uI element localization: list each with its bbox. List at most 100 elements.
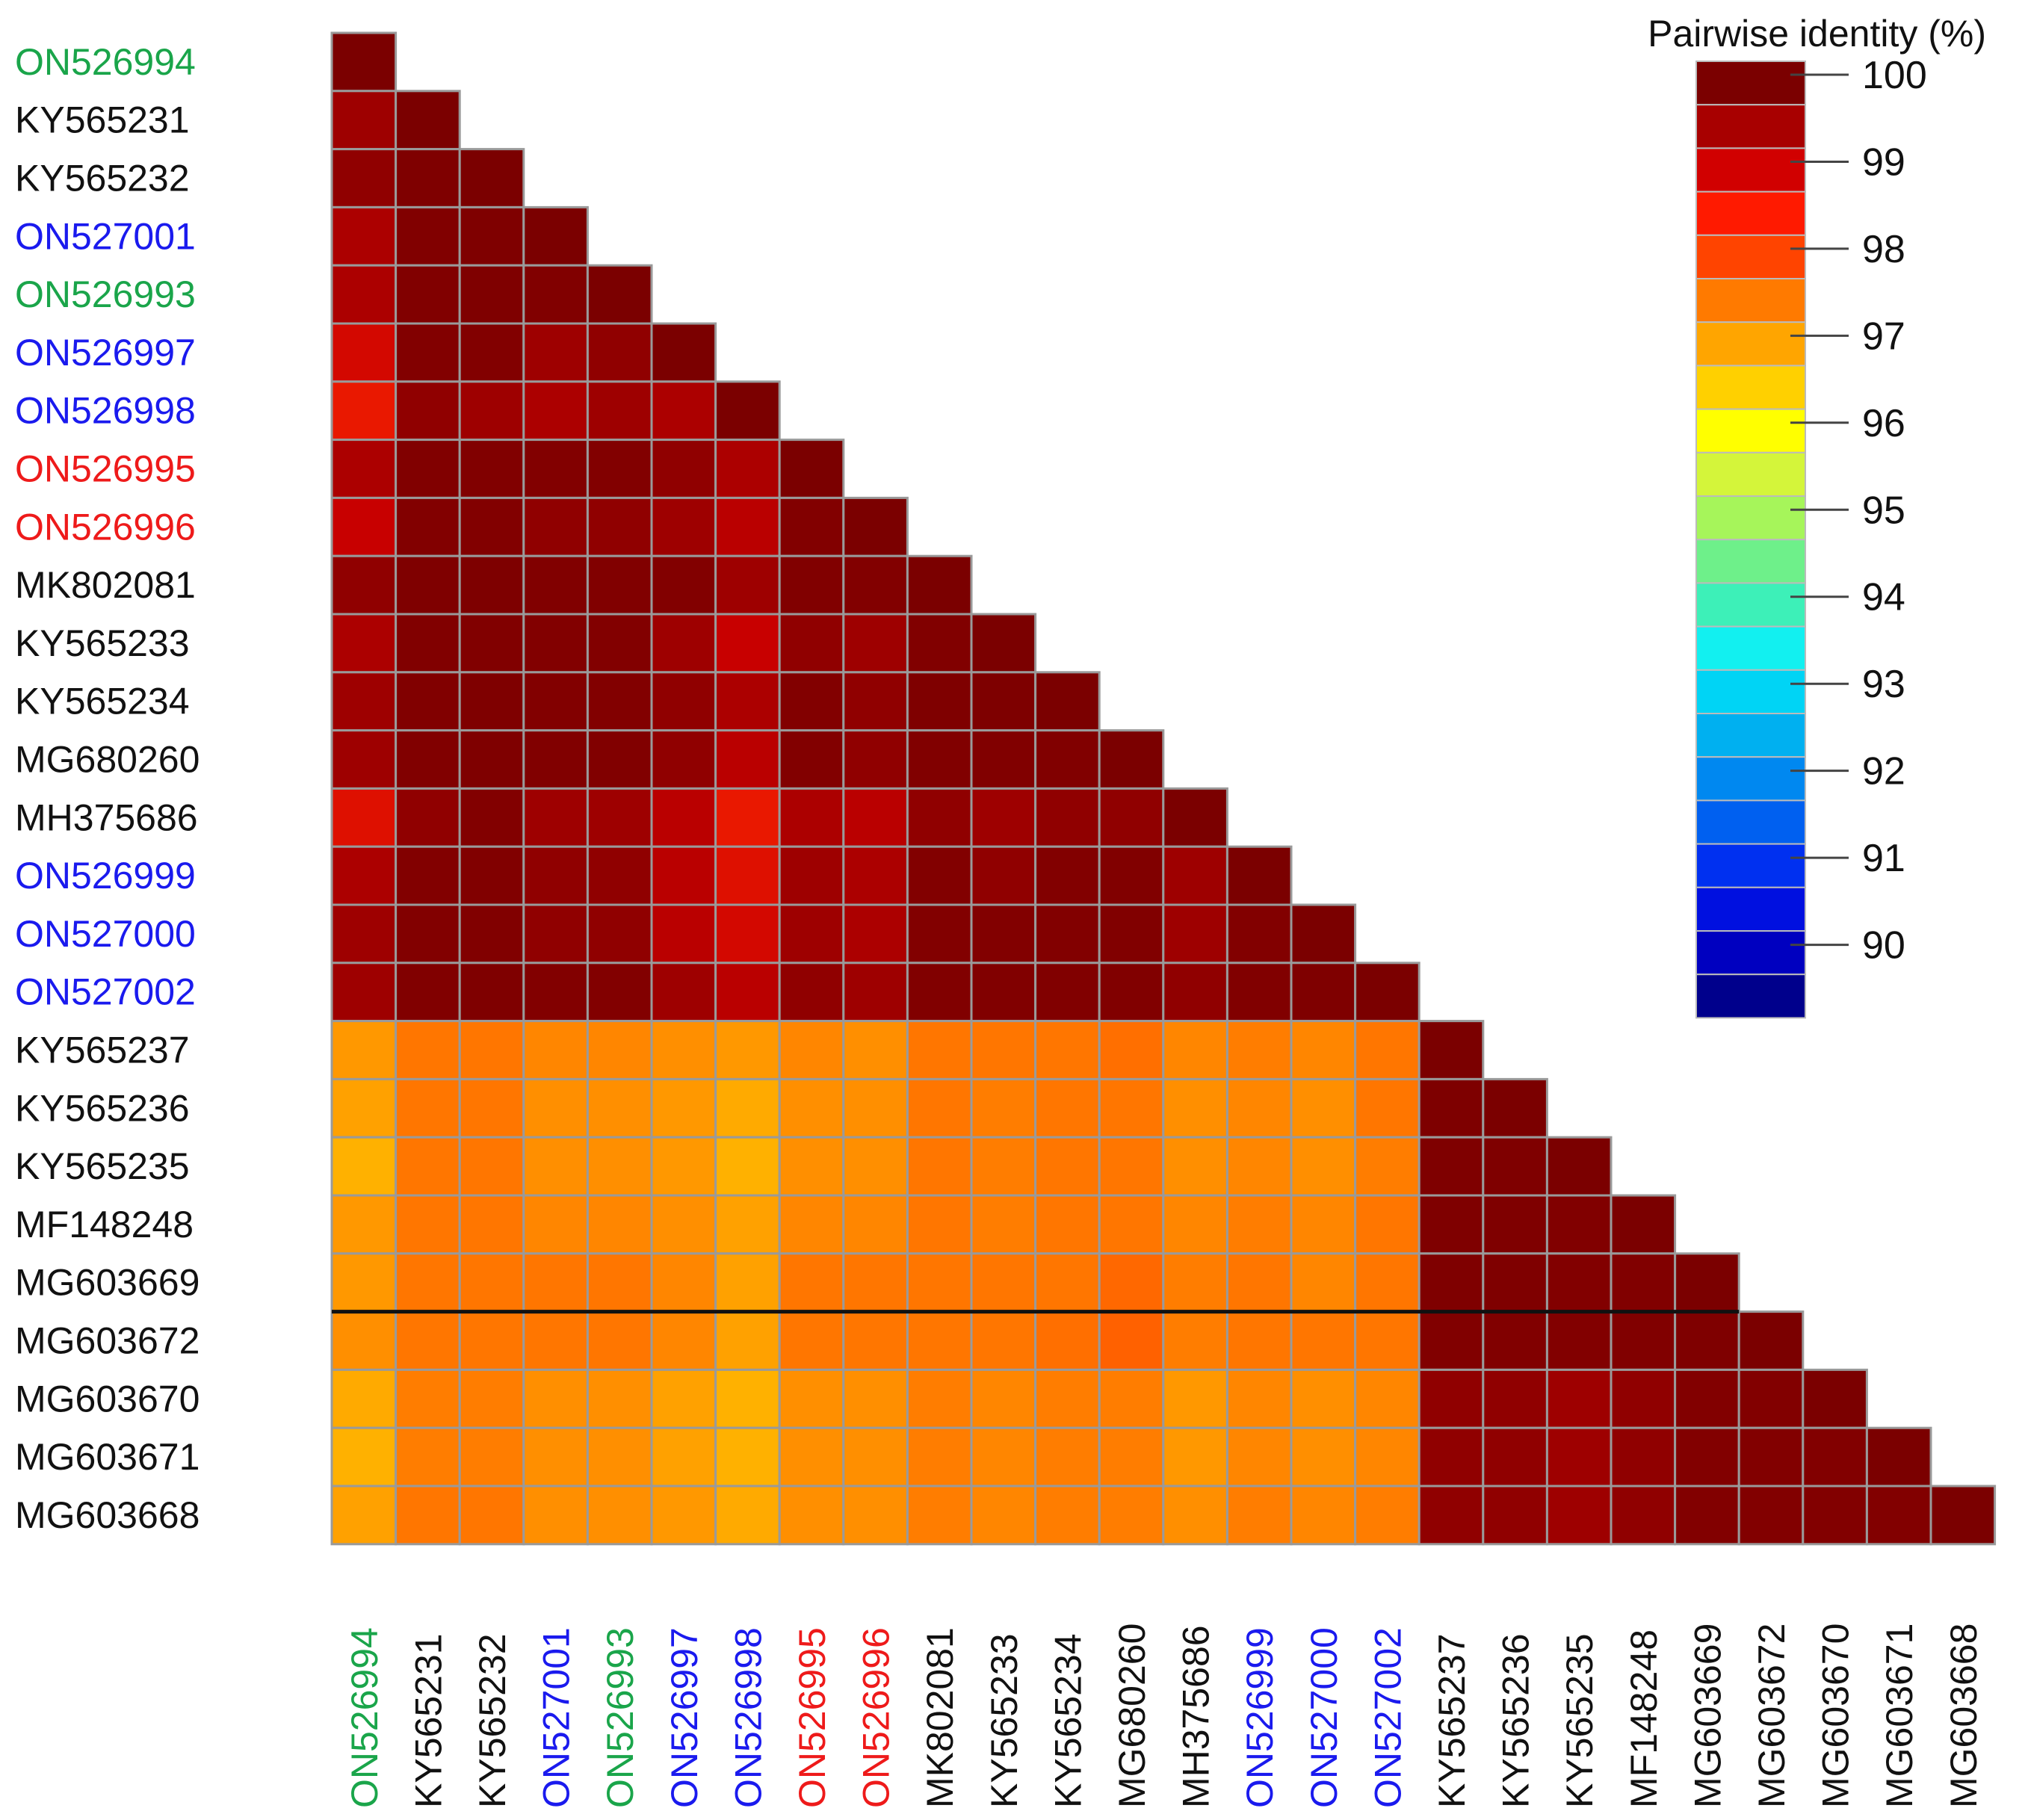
heatmap-cell xyxy=(650,1310,717,1371)
heatmap-cell xyxy=(458,1077,525,1139)
legend-swatch xyxy=(1695,625,1806,671)
heatmap-cell xyxy=(714,1426,781,1488)
heatmap-cell xyxy=(1674,1485,1740,1546)
column-label: MG680260 xyxy=(1111,1624,1153,1808)
legend-color-bar xyxy=(1695,61,1806,1019)
heatmap-cell xyxy=(778,496,845,557)
heatmap-cell xyxy=(330,496,398,557)
heatmap-cell xyxy=(842,1077,909,1139)
heatmap-cell xyxy=(522,1136,589,1197)
heatmap-cell xyxy=(1737,1426,1805,1488)
heatmap-cell xyxy=(1610,1426,1677,1488)
heatmap-cell xyxy=(458,1194,525,1255)
heatmap-cell xyxy=(395,205,461,267)
heatmap-cell xyxy=(1034,729,1101,790)
column-label: KY565231 xyxy=(407,1633,449,1808)
heatmap-cell xyxy=(1098,962,1165,1023)
heatmap-cell xyxy=(1034,1194,1101,1255)
legend-swatch xyxy=(1695,713,1806,758)
heatmap-cell xyxy=(586,1485,653,1546)
column-label: KY565233 xyxy=(983,1633,1025,1808)
column-label: ON526996 xyxy=(856,1627,897,1808)
heatmap-cell xyxy=(906,1310,973,1371)
heatmap-cell xyxy=(778,1077,845,1139)
heatmap-cell xyxy=(650,1426,717,1488)
heatmap-cell xyxy=(1098,1368,1165,1429)
row-label: ON526999 xyxy=(15,855,196,897)
heatmap-cell xyxy=(1225,1485,1293,1546)
column-label: MG603670 xyxy=(1815,1624,1857,1808)
column-label: MH375686 xyxy=(1175,1625,1217,1808)
heatmap-cell xyxy=(650,439,717,499)
row-label: ON526998 xyxy=(15,390,196,432)
heatmap-cell xyxy=(458,1426,525,1488)
heatmap-cell xyxy=(330,1368,398,1429)
heatmap-cell xyxy=(1737,1485,1805,1546)
heatmap-cell xyxy=(1034,1077,1101,1139)
heatmap-cell xyxy=(522,903,589,965)
row-label: ON527001 xyxy=(15,215,196,257)
heatmap-cell xyxy=(586,1368,653,1429)
heatmap-cell xyxy=(778,729,845,790)
heatmap-cell xyxy=(330,1310,398,1371)
heatmap-cell xyxy=(1418,1310,1485,1371)
heatmap-cell xyxy=(522,787,589,848)
heatmap-cell xyxy=(1098,903,1165,965)
heatmap-cell xyxy=(970,962,1037,1023)
heatmap-cell xyxy=(842,787,909,848)
heatmap-cell xyxy=(395,264,461,325)
heatmap-cell xyxy=(586,1020,653,1080)
heatmap-cell xyxy=(1482,1310,1548,1371)
heatmap-cell xyxy=(842,962,909,1023)
legend-swatch xyxy=(1695,669,1806,714)
heatmap-cell xyxy=(1034,1426,1101,1488)
heatmap-cell xyxy=(1354,1368,1420,1429)
heatmap-cell xyxy=(714,1020,781,1080)
heatmap-cell xyxy=(395,729,461,790)
heatmap-cell xyxy=(1034,1310,1101,1371)
row-label: KY565232 xyxy=(15,158,190,199)
color-legend: Pairwise identity (%) 100 99 98 97 96 95 94 93 9… xyxy=(1648,13,1986,1019)
heatmap-cell xyxy=(330,845,398,906)
heatmap-cell xyxy=(458,845,525,906)
heatmap-cell xyxy=(330,31,398,93)
heatmap-cell xyxy=(650,671,717,732)
heatmap-cell xyxy=(842,1252,909,1313)
heatmap-cell xyxy=(522,962,589,1023)
column-label: ON526998 xyxy=(727,1627,769,1808)
heatmap-cell xyxy=(1225,1368,1293,1429)
heatmap-cells xyxy=(330,31,1997,1546)
legend-tick-label: 97 xyxy=(1862,315,1905,358)
heatmap-cell xyxy=(395,1426,461,1488)
heatmap-cell xyxy=(842,903,909,965)
heatmap-cell xyxy=(395,1310,461,1371)
column-label: ON526999 xyxy=(1239,1627,1281,1808)
heatmap-cell xyxy=(778,613,845,674)
heatmap-cell xyxy=(458,380,525,442)
heatmap-cell xyxy=(330,1426,398,1488)
heatmap-cell xyxy=(714,496,781,557)
heatmap-cell xyxy=(1482,1485,1548,1546)
heatmap-cell xyxy=(458,671,525,732)
heatmap-cell xyxy=(1354,1252,1420,1313)
row-label: MG603668 xyxy=(15,1494,200,1536)
heatmap-cell xyxy=(1482,1252,1548,1313)
heatmap-cell xyxy=(586,845,653,906)
heatmap-cell xyxy=(522,1426,589,1488)
heatmap-cell xyxy=(395,322,461,383)
heatmap-cell xyxy=(1225,1310,1293,1371)
heatmap-cell xyxy=(522,380,589,442)
legend-tick-label: 91 xyxy=(1862,837,1905,880)
legend-swatch xyxy=(1695,539,1806,584)
heatmap-cell xyxy=(458,264,525,325)
heatmap-cell xyxy=(842,671,909,732)
heatmap-cell xyxy=(1737,1310,1805,1371)
legend-swatch xyxy=(1695,191,1806,236)
legend-swatch xyxy=(1695,886,1806,932)
heatmap-cell xyxy=(395,439,461,499)
heatmap-cell xyxy=(714,613,781,674)
column-label: MG603668 xyxy=(1943,1624,1985,1808)
heatmap-cell xyxy=(714,380,781,442)
row-labels: ON526994 KY565231 KY565232 ON527001 ON526993… xyxy=(15,41,200,1536)
heatmap-cell xyxy=(1545,1310,1613,1371)
